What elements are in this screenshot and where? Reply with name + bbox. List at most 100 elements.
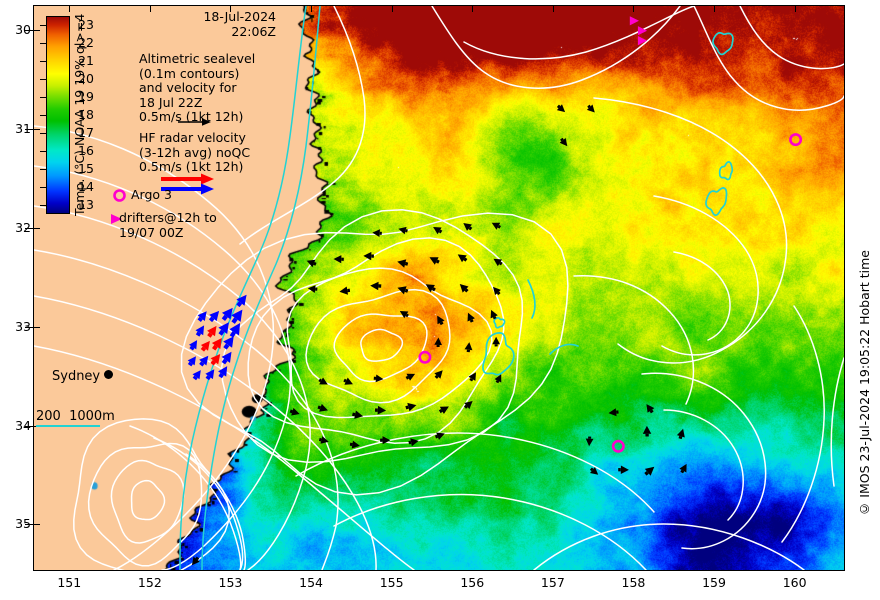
velocity-arrow-head	[223, 336, 234, 348]
velocity-arrow-head	[372, 229, 380, 237]
colorbar-tick-label: 19	[78, 88, 94, 104]
velocity-arrow-head	[491, 222, 501, 230]
contour-path	[110, 459, 185, 544]
velocity-arrow-shaft	[207, 332, 213, 338]
longitude-tick-label: 152	[137, 575, 162, 590]
colorbar-tick-mark	[40, 205, 46, 206]
colorbar-gradient	[46, 16, 70, 214]
latitude-tick-label: 35	[15, 516, 31, 532]
velocity-arrow-head	[490, 309, 498, 319]
velocity-arrow-head	[363, 251, 372, 261]
velocity-arrow-shaft	[318, 437, 322, 442]
longitude-tick-label: 159	[702, 575, 726, 590]
velocity-arrow-head	[231, 309, 243, 322]
contour-path	[179, 6, 307, 570]
argo-float-marker[interactable]	[611, 439, 625, 453]
latitude-tick-mark-inner	[33, 524, 40, 526]
velocity-arrow-shaft	[680, 469, 685, 474]
velocity-arrow-head	[210, 354, 221, 365]
contour-path	[493, 316, 506, 329]
velocity-arrow-shaft	[231, 317, 238, 324]
drifter-marker[interactable]	[629, 16, 639, 26]
contour-path	[663, 409, 744, 521]
drifter-marker[interactable]	[637, 36, 648, 46]
velocity-arrow-head	[319, 403, 328, 412]
velocity-arrow-head	[559, 138, 568, 147]
velocity-arrow-shaft	[434, 434, 439, 439]
velocity-arrow-head	[197, 311, 207, 321]
velocity-arrow-head	[320, 436, 329, 444]
colorbar-tick-mark	[40, 43, 46, 44]
velocity-arrow-shaft	[556, 104, 561, 109]
sealevel-contours	[34, 6, 844, 570]
latitude-tick-mark-inner	[33, 29, 40, 31]
drifter-marker[interactable]	[637, 26, 648, 36]
velocity-arrow-shaft	[405, 313, 409, 318]
copyright-credit: © IMOS 23-Jul-2024 19:05:22 Hobart time	[857, 250, 872, 517]
velocity-arrow-head	[207, 325, 217, 337]
contour-path	[221, 208, 524, 464]
city-label-sydney: Sydney	[52, 369, 101, 384]
velocity-arrow-shaft	[223, 343, 230, 350]
velocity-arrow-shaft	[560, 137, 564, 142]
contour-path	[286, 267, 493, 419]
velocity-arrow-head	[436, 432, 445, 440]
velocity-arrow-shaft	[438, 229, 443, 234]
longitude-tick-label: 154	[299, 575, 323, 590]
velocity-arrow-head	[608, 408, 617, 417]
latitude-tick-label: 33	[15, 318, 31, 334]
colorbar-tick-label: 14	[78, 178, 94, 194]
velocity-arrow-head	[399, 311, 409, 319]
latitude-tick-mark-inner	[33, 128, 40, 130]
velocity-arrow-shaft	[210, 359, 217, 366]
latitude-tick-mark	[25, 128, 33, 130]
velocity-arrow-shaft	[499, 261, 503, 266]
velocity-arrow-head	[339, 286, 348, 295]
velocity-arrow-shaft	[644, 471, 649, 476]
velocity-arrow-shaft	[221, 358, 228, 365]
longitude-tick-mark	[230, 5, 232, 12]
contour-path	[533, 523, 805, 570]
longitude-tick-mark	[714, 5, 716, 12]
colorbar-tick-label: 23	[78, 16, 94, 32]
velocity-arrow-head	[354, 410, 364, 419]
longitude-tick-label: 155	[379, 575, 404, 590]
map-plot-area[interactable]	[33, 5, 845, 571]
velocity-arrow-head	[439, 406, 449, 414]
velocity-arrow-shaft	[405, 375, 409, 380]
velocity-arrow-head	[375, 374, 384, 383]
colorbar-tick-mark	[40, 115, 46, 116]
longitude-tick-mark	[149, 5, 151, 12]
argo-float-marker-icon	[113, 189, 126, 202]
altimetry-velocity-arrow-icon	[178, 118, 211, 126]
velocity-arrow-shaft	[438, 408, 443, 414]
contour-path	[593, 97, 788, 364]
velocity-arrow-head	[464, 342, 473, 351]
velocity-arrow-shaft	[205, 375, 211, 381]
velocity-arrow-head	[218, 322, 229, 334]
velocity-arrow-shaft	[289, 409, 293, 414]
colorbar-tick-mark	[40, 61, 46, 62]
velocity-arrow-head	[429, 257, 439, 265]
velocity-arrow-head	[189, 340, 198, 350]
velocity-arrow-head	[218, 366, 228, 377]
velocity-arrow-head	[437, 315, 445, 325]
velocity-arrow-shaft	[678, 435, 683, 440]
velocity-arrow-head	[229, 323, 241, 336]
velocity-arrow-shaft	[463, 404, 468, 409]
contour-path	[431, 6, 681, 89]
velocity-arrow-shaft	[404, 261, 409, 266]
colorbar-tick-mark	[40, 151, 46, 152]
latitude-tick-mark-inner	[33, 326, 40, 328]
argo-float-marker[interactable]	[789, 133, 803, 147]
latitude-tick-label: 30	[15, 21, 31, 37]
contour-path	[781, 305, 825, 543]
contour-path	[247, 237, 505, 444]
argo-float-marker[interactable]	[418, 350, 432, 364]
velocity-arrow-shaft	[405, 229, 408, 233]
velocity-arrow-shaft	[431, 287, 436, 292]
velocity-arrow-head	[642, 425, 652, 434]
velocity-arrow-shaft	[404, 288, 409, 293]
colorbar-tick-label: 15	[78, 160, 94, 176]
